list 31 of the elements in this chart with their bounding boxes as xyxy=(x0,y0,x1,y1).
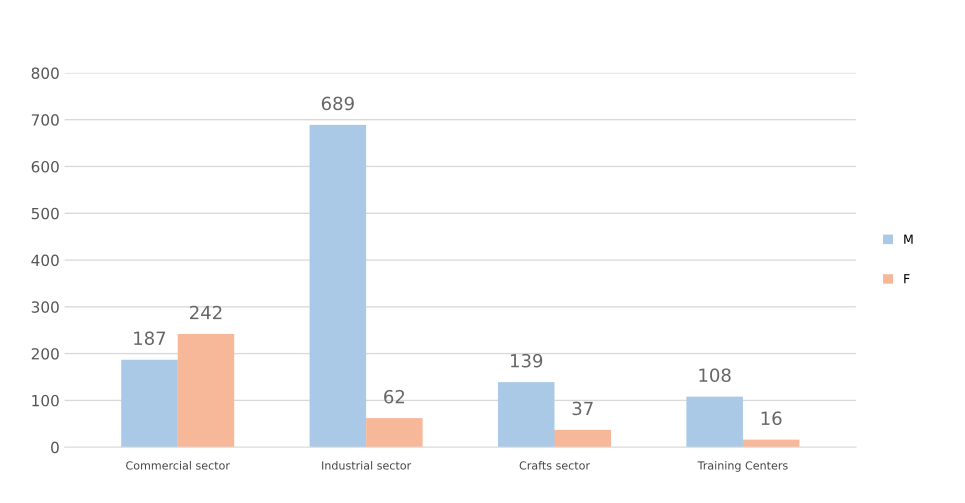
y-tick-label: 700 xyxy=(32,114,59,126)
data-label: 62 xyxy=(384,390,404,404)
data-label: 37 xyxy=(572,402,593,416)
x-tick-label: Industrial sector xyxy=(322,461,412,470)
bar xyxy=(742,440,800,448)
bar xyxy=(498,382,555,448)
y-tick-label: 500 xyxy=(32,208,59,220)
y-tick-label: 100 xyxy=(32,394,59,406)
y-tick-label: 400 xyxy=(31,254,59,266)
bar xyxy=(121,360,178,448)
y-tick-label: 300 xyxy=(32,301,59,313)
y-tick-label: 200 xyxy=(32,348,59,360)
bar xyxy=(178,334,234,448)
legend-label: F xyxy=(904,274,910,284)
bar xyxy=(310,124,366,448)
x-tick-label: Training Centers xyxy=(698,461,788,472)
bar xyxy=(686,396,743,448)
y-tick-label: 800 xyxy=(32,67,59,79)
y-tick-label: 600 xyxy=(32,160,59,173)
bar xyxy=(554,430,612,448)
y-tick-label: 0 xyxy=(51,442,59,454)
data-label: 108 xyxy=(699,368,731,382)
legend-label: M xyxy=(904,234,913,244)
x-tick-label: Crafts sector xyxy=(520,461,590,470)
data-label: 139 xyxy=(511,354,542,368)
data-label: 187 xyxy=(134,331,166,346)
data-label: 16 xyxy=(762,411,782,426)
x-tick-label: Commercial sector xyxy=(126,461,230,470)
data-label: 689 xyxy=(322,96,354,110)
bar xyxy=(366,418,423,448)
data-label: 242 xyxy=(190,306,222,320)
